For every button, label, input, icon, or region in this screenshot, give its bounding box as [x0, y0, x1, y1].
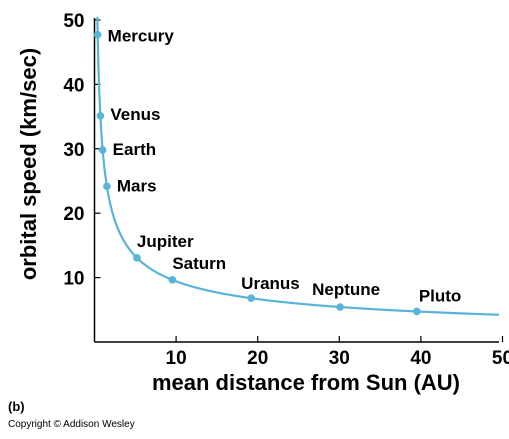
- points-layer: [93, 30, 421, 316]
- point-label-earth: Earth: [113, 140, 156, 159]
- x-tick-label: 30: [329, 348, 350, 369]
- y-tick-label: 10: [63, 269, 84, 290]
- labels-layer: Mercury Venus Earth Mars Jupiter Saturn Uranus…: [108, 27, 462, 306]
- y-tick-label: 30: [63, 140, 84, 161]
- x-tick-label: 10: [166, 348, 187, 369]
- data-point-saturn: [168, 276, 177, 284]
- y-tick-label: 40: [63, 75, 84, 96]
- x-axis-title: mean distance from Sun (AU): [152, 370, 460, 395]
- axes: 10 20 30 40 50 10 20 30 40 50: [63, 11, 509, 369]
- data-point-jupiter: [133, 254, 141, 262]
- y-tick-label: 20: [63, 204, 84, 225]
- x-tick-label: 20: [247, 348, 268, 369]
- data-point-earth: [98, 146, 107, 154]
- data-point-pluto: [413, 307, 421, 316]
- curve-layer: [96, 16, 500, 316]
- data-point-mars: [103, 182, 111, 191]
- point-label-mars: Mars: [117, 176, 157, 195]
- x-tick-label: 40: [410, 348, 431, 369]
- data-point-uranus: [247, 294, 255, 303]
- copyright-notice: Copyright © Addison Wesley: [8, 419, 135, 430]
- point-label-venus: Venus: [110, 105, 160, 124]
- y-axis-title: orbital speed (km/sec): [16, 48, 41, 280]
- point-label-mercury: Mercury: [108, 27, 175, 46]
- point-label-jupiter: Jupiter: [137, 232, 194, 251]
- point-label-saturn: Saturn: [172, 254, 226, 273]
- speed-curve: [96, 16, 500, 316]
- x-tick-label: 50: [492, 348, 509, 369]
- point-label-neptune: Neptune: [312, 280, 380, 299]
- data-point-neptune: [336, 303, 344, 311]
- y-tick-label: 50: [63, 11, 84, 32]
- data-point-mercury: [93, 30, 102, 39]
- figure-caption: (b): [8, 399, 25, 414]
- point-label-uranus: Uranus: [241, 274, 300, 293]
- point-label-pluto: Pluto: [419, 286, 462, 305]
- data-point-venus: [96, 112, 105, 120]
